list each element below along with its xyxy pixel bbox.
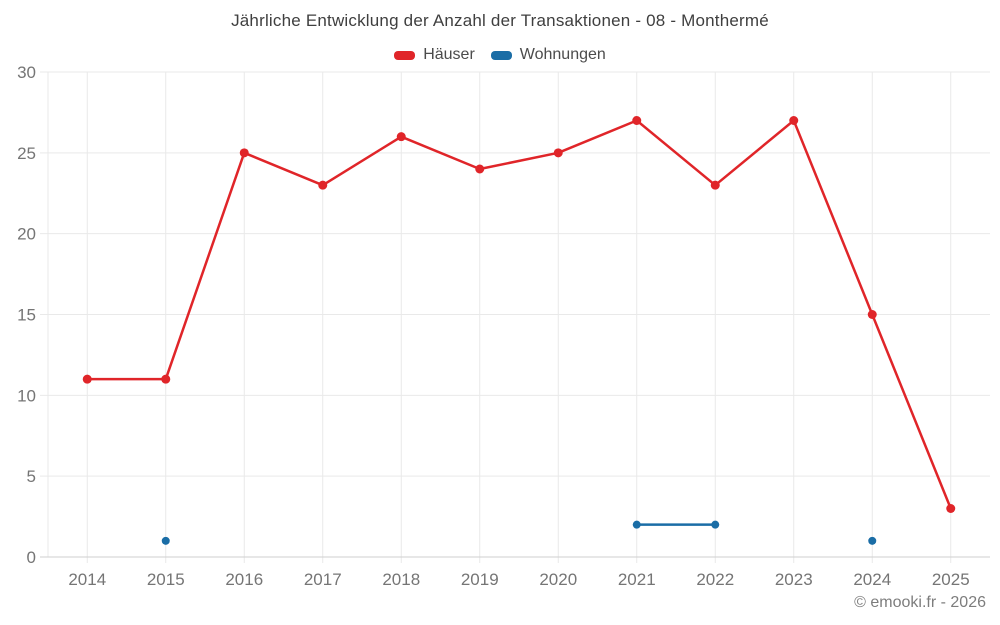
legend-item-wohnungen[interactable]: Wohnungen: [490, 46, 606, 64]
haeuser-point[interactable]: [789, 116, 799, 125]
haeuser-point[interactable]: [82, 374, 92, 384]
x-tick-label: 2021: [618, 570, 656, 589]
chart-legend: Häuser Wohnungen: [0, 46, 1000, 64]
y-tick-label: 15: [17, 306, 36, 325]
haeuser-point[interactable]: [867, 310, 877, 319]
y-tick-label: 0: [27, 548, 36, 567]
x-tick-label: 2020: [539, 570, 577, 589]
y-tick-label: 5: [27, 467, 36, 486]
x-tick-label: 2017: [304, 570, 342, 589]
haeuser-point[interactable]: [396, 132, 406, 142]
copyright-text: © emooki.fr - 2026: [854, 594, 986, 611]
wohnungen-point[interactable]: [632, 520, 641, 529]
legend-label-wohnungen: Wohnungen: [519, 46, 606, 63]
haeuser-point[interactable]: [239, 148, 249, 158]
x-tick-label: 2025: [932, 570, 970, 589]
x-tick-label: 2014: [68, 570, 106, 589]
x-tick-label: 2015: [147, 570, 185, 589]
haeuser-point[interactable]: [710, 180, 720, 190]
x-tick-label: 2018: [382, 570, 420, 589]
haeuser-swatch-icon: [394, 50, 416, 60]
y-tick-label: 25: [17, 144, 36, 163]
haeuser-point[interactable]: [553, 148, 563, 158]
x-tick-label: 2022: [696, 570, 734, 589]
haeuser-point[interactable]: [318, 180, 328, 190]
x-tick-label: 2019: [461, 570, 499, 589]
haeuser-point[interactable]: [161, 374, 171, 384]
wohnungen-point[interactable]: [868, 536, 877, 545]
legend-item-haeuser[interactable]: Häuser: [394, 46, 475, 64]
haeuser-point[interactable]: [475, 164, 485, 174]
legend-label-haeuser: Häuser: [423, 46, 475, 63]
x-tick-label: 2023: [775, 570, 813, 589]
chart-title: Jährliche Entwicklung der Anzahl der Tra…: [231, 11, 769, 30]
haeuser-point[interactable]: [632, 116, 642, 125]
haeuser-line: [86, 119, 952, 510]
x-tick-label: 2024: [853, 570, 891, 589]
x-tick-label: 2016: [225, 570, 263, 589]
wohnungen-point[interactable]: [161, 536, 170, 545]
y-tick-label: 30: [17, 63, 36, 82]
wohnungen-swatch-icon: [490, 50, 512, 60]
y-tick-label: 10: [17, 386, 36, 405]
haeuser-point[interactable]: [946, 504, 956, 513]
wohnungen-point[interactable]: [711, 520, 720, 529]
y-tick-label: 20: [17, 225, 36, 244]
